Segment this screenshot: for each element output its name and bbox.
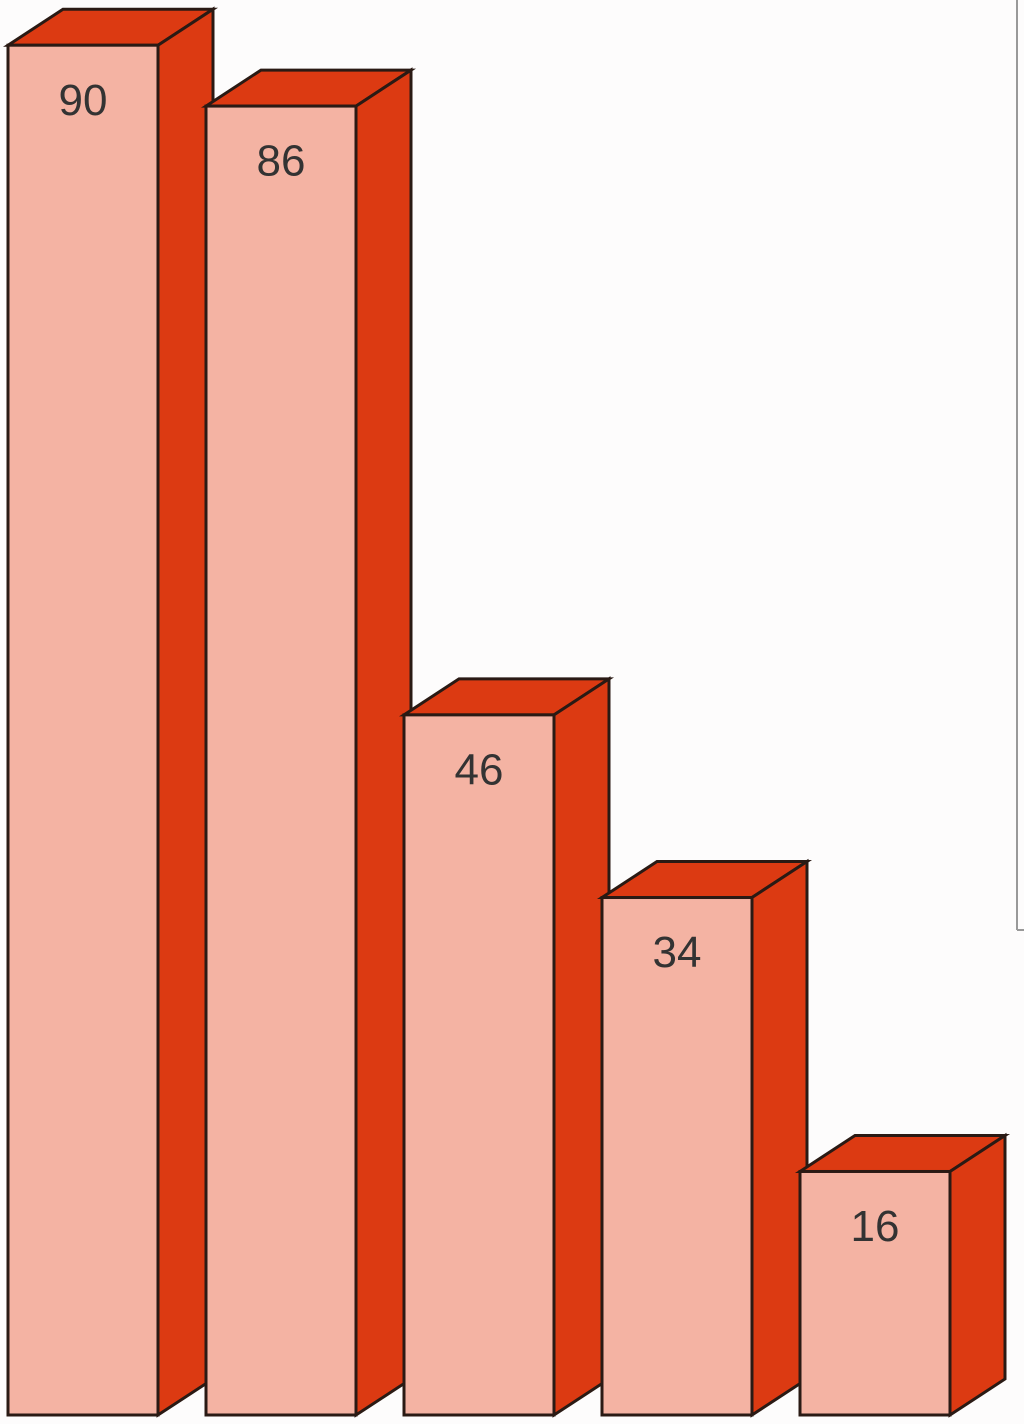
data-label: 34 [653, 928, 702, 977]
bar [204, 104, 358, 1417]
data-label: 46 [455, 746, 504, 795]
data-label: 16 [851, 1202, 900, 1251]
bar-side [948, 1132, 1007, 1418]
bar [600, 896, 754, 1417]
bar [798, 1169, 952, 1417]
data-label: 86 [257, 137, 306, 186]
data-label: 90 [59, 76, 108, 125]
bar [6, 43, 160, 1417]
bar [402, 713, 556, 1417]
